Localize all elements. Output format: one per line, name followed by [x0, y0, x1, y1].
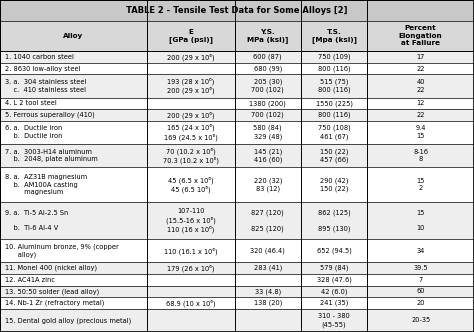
Text: 45 (6.5 x 10⁶)
45 (6.5 10⁶): 45 (6.5 x 10⁶) 45 (6.5 10⁶): [168, 176, 214, 193]
Text: 310 - 380
(45-55): 310 - 380 (45-55): [319, 313, 350, 328]
Text: 193 (28 x 10⁶)
200 (29 x 10⁶): 193 (28 x 10⁶) 200 (29 x 10⁶): [167, 77, 215, 95]
Text: 7. a.  3003-H14 aluminum
    b.  2048, plate aluminum: 7. a. 3003-H14 aluminum b. 2048, plate a…: [5, 149, 98, 162]
Text: 579 (84): 579 (84): [320, 265, 348, 272]
Bar: [0, 109, 474, 121]
Text: E
[GPa (psi)]: E [GPa (psi)]: [169, 29, 213, 43]
Bar: [0, 74, 474, 98]
Text: 700 (102): 700 (102): [251, 112, 284, 118]
Text: 12: 12: [417, 100, 425, 106]
Bar: [0, 309, 474, 332]
Text: 17: 17: [417, 54, 425, 60]
Text: 652 (94.5): 652 (94.5): [317, 248, 352, 254]
Bar: [0, 144, 474, 167]
Text: 33 (4.8): 33 (4.8): [255, 288, 281, 294]
Bar: [0, 239, 474, 262]
Text: 515 (75)
800 (116): 515 (75) 800 (116): [318, 79, 350, 93]
Text: 34: 34: [417, 248, 425, 254]
Text: 110 (16.1 x 10⁶): 110 (16.1 x 10⁶): [164, 247, 218, 255]
Text: 12. AC41A zinc: 12. AC41A zinc: [5, 277, 55, 283]
Text: 7: 7: [419, 277, 423, 283]
Text: 800 (116): 800 (116): [318, 112, 350, 118]
Text: 15

10: 15 10: [417, 210, 425, 231]
Bar: [0, 0, 474, 21]
Text: Alloy: Alloy: [64, 33, 83, 39]
Text: 827 (120)

825 (120): 827 (120) 825 (120): [251, 209, 284, 232]
Text: 14. Nb-1 Zr (refractory metal): 14. Nb-1 Zr (refractory metal): [5, 300, 104, 306]
Text: 11. Monel 400 (nickel alloy): 11. Monel 400 (nickel alloy): [5, 265, 97, 272]
Text: 165 (24 x 10⁶)
169 (24.5 x 10⁶): 165 (24 x 10⁶) 169 (24.5 x 10⁶): [164, 124, 218, 141]
Text: 862 (125)

895 (130): 862 (125) 895 (130): [318, 209, 351, 232]
Text: 15. Dental gold alloy (precious metal): 15. Dental gold alloy (precious metal): [5, 317, 131, 324]
Text: 179 (26 x 10⁶): 179 (26 x 10⁶): [167, 264, 215, 272]
Bar: [0, 21, 474, 51]
Text: 290 (42)
150 (22): 290 (42) 150 (22): [320, 177, 348, 192]
Text: 15
2: 15 2: [417, 178, 425, 192]
Bar: [0, 286, 474, 297]
Bar: [0, 262, 474, 274]
Text: 5. Ferrous superalloy (410): 5. Ferrous superalloy (410): [5, 112, 94, 118]
Text: 150 (22)
457 (66): 150 (22) 457 (66): [320, 148, 348, 163]
Text: 200 (29 x 10⁶): 200 (29 x 10⁶): [167, 111, 215, 119]
Text: 39.5: 39.5: [413, 265, 428, 271]
Bar: [0, 98, 474, 109]
Bar: [0, 167, 474, 202]
Bar: [0, 202, 474, 239]
Bar: [0, 274, 474, 286]
Text: 145 (21)
416 (60): 145 (21) 416 (60): [254, 148, 282, 163]
Text: 1380 (200): 1380 (200): [249, 100, 286, 107]
Text: 107-110
(15.5-16 x 10⁶)
110 (16 x 10⁶): 107-110 (15.5-16 x 10⁶) 110 (16 x 10⁶): [166, 208, 216, 233]
Bar: [0, 63, 474, 74]
Text: 600 (87): 600 (87): [254, 54, 282, 60]
Text: 40
22: 40 22: [417, 79, 425, 93]
Text: 750 (108)
461 (67): 750 (108) 461 (67): [318, 125, 351, 140]
Text: 328 (47.6): 328 (47.6): [317, 277, 352, 283]
Text: 283 (41): 283 (41): [254, 265, 282, 272]
Text: 220 (32)
83 (12): 220 (32) 83 (12): [254, 177, 282, 192]
Text: 9.4
15: 9.4 15: [415, 125, 426, 139]
Text: 10. Aluminum bronze, 9% (copper
      alloy): 10. Aluminum bronze, 9% (copper alloy): [5, 243, 118, 258]
Text: 3. a.  304 stainless steel
    c.  410 stainless steel: 3. a. 304 stainless steel c. 410 stainle…: [5, 79, 86, 93]
Text: 580 (84)
329 (48): 580 (84) 329 (48): [254, 125, 282, 140]
Text: 22: 22: [417, 112, 425, 118]
Text: 138 (20): 138 (20): [254, 300, 282, 306]
Bar: [0, 297, 474, 309]
Text: 68.9 (10 x 10⁶): 68.9 (10 x 10⁶): [166, 299, 216, 307]
Text: 60: 60: [417, 289, 425, 294]
Text: 13. 50:50 solder (lead alloy): 13. 50:50 solder (lead alloy): [5, 288, 99, 294]
Bar: [0, 121, 474, 144]
Text: 4. L 2 tool steel: 4. L 2 tool steel: [5, 100, 56, 106]
Text: 750 (109): 750 (109): [318, 54, 350, 60]
Text: 8-16
8: 8-16 8: [413, 149, 428, 162]
Bar: [0, 51, 474, 63]
Text: 6. a.  Ductile iron
    b.  Ductile iron: 6. a. Ductile iron b. Ductile iron: [5, 125, 62, 139]
Text: 70 (10.2 x 10⁶)
70.3 (10.2 x 10⁶): 70 (10.2 x 10⁶) 70.3 (10.2 x 10⁶): [163, 147, 219, 164]
Text: Y.S.
MPa (ksi)]: Y.S. MPa (ksi)]: [247, 29, 289, 43]
Text: 42 (6.0): 42 (6.0): [321, 288, 347, 294]
Text: 2. 8630 low-alloy steel: 2. 8630 low-alloy steel: [5, 65, 80, 71]
Text: 9. a.  Ti-5 Al-2.5 Sn

    b.  Ti-6 Al-4 V: 9. a. Ti-5 Al-2.5 Sn b. Ti-6 Al-4 V: [5, 210, 68, 231]
Text: 20: 20: [417, 300, 425, 306]
Text: 680 (99): 680 (99): [254, 65, 282, 72]
Text: TABLE 2 - Tensile Test Data for Some Alloys [2]: TABLE 2 - Tensile Test Data for Some All…: [126, 6, 348, 15]
Text: 22: 22: [417, 65, 425, 71]
Text: Percent
Elongation
at Failure: Percent Elongation at Failure: [399, 25, 443, 46]
Text: 200 (29 x 10⁶): 200 (29 x 10⁶): [167, 53, 215, 61]
Text: 20-35: 20-35: [411, 317, 430, 323]
Text: 800 (116): 800 (116): [318, 65, 350, 72]
Text: T.S.
[Mpa (ksi)]: T.S. [Mpa (ksi)]: [312, 29, 356, 43]
Text: 205 (30)
700 (102): 205 (30) 700 (102): [251, 79, 284, 93]
Text: 1. 1040 carbon steel: 1. 1040 carbon steel: [5, 54, 73, 60]
Text: 320 (46.4): 320 (46.4): [250, 248, 285, 254]
Text: 8. a.  AZ31B magnesium
    b.  AM100A casting
         magnesium: 8. a. AZ31B magnesium b. AM100A casting …: [5, 174, 87, 195]
Text: 1550 (225): 1550 (225): [316, 100, 353, 107]
Text: 241 (35): 241 (35): [320, 300, 348, 306]
